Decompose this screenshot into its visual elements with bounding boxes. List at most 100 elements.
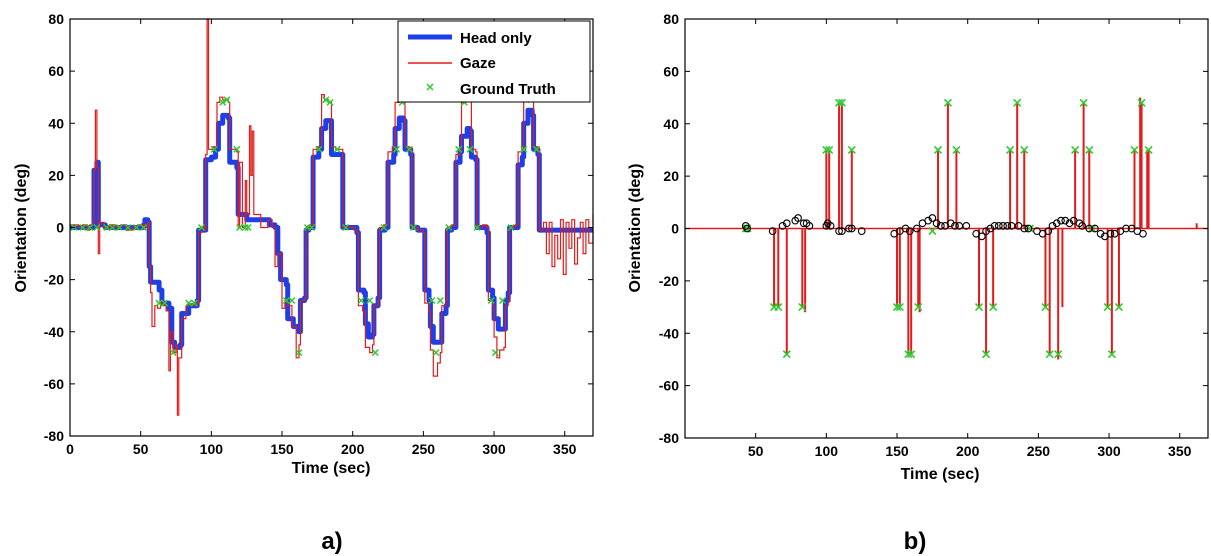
- circle-marker: [936, 222, 945, 230]
- circle-marker: [986, 224, 995, 233]
- ground-truth-marker: [197, 223, 205, 232]
- x-marker-stroke: [907, 350, 916, 359]
- x-marker: [798, 302, 807, 312]
- ground-truth-marker: [326, 98, 334, 106]
- y-tick-label: 40: [663, 116, 679, 132]
- x-marker: [1103, 302, 1112, 312]
- x-marker-stroke: [933, 145, 943, 155]
- y-tick-label: 80: [48, 11, 64, 27]
- ground-truth-marker-stroke: [241, 223, 249, 232]
- legend-label-ground-truth: Ground Truth: [460, 81, 556, 98]
- ground-truth-marker: [190, 299, 198, 307]
- x-marker-stroke: [1137, 98, 1146, 107]
- y-tick-label: 40: [48, 115, 64, 131]
- circle-marker: [1057, 216, 1065, 225]
- x-marker-stroke: [895, 302, 904, 312]
- y-tick-label: 60: [48, 63, 64, 79]
- circle-marker: [946, 219, 955, 228]
- ground-truth-marker: [532, 145, 540, 153]
- ground-truth-marker: [288, 296, 296, 305]
- x-tick-label: 300: [482, 441, 506, 457]
- x-marker: [907, 350, 916, 359]
- circle-marker: [1052, 219, 1061, 228]
- x-marker: [835, 98, 844, 107]
- x-tick-label: 250: [412, 441, 436, 457]
- x-marker-stroke: [774, 302, 783, 312]
- circle-marker: [994, 222, 1003, 230]
- x-marker-stroke: [1041, 302, 1050, 312]
- ground-truth-marker-stroke: [124, 223, 132, 232]
- panel-a-tick-layer: -80 -60 -40 -20 0 20 40 60 80 0 50 100 150 200 250 300 3…: [44, 11, 593, 457]
- ground-truth-marker-stroke: [455, 145, 463, 153]
- x-marker: [741, 224, 750, 233]
- x-marker: [904, 350, 913, 359]
- x-marker-stroke: [825, 145, 834, 155]
- circle-marker: [962, 222, 971, 230]
- x-marker: [914, 302, 923, 312]
- x-marker-stroke: [1144, 145, 1153, 155]
- x-marker: [1085, 145, 1094, 155]
- x-marker-stroke: [798, 302, 807, 312]
- ground-truth-marker: [108, 223, 116, 232]
- x-marker-stroke: [1025, 224, 1034, 233]
- panel-a-y-axis-label: Orientation (deg): [13, 164, 30, 293]
- x-marker: [982, 350, 991, 359]
- ground-truth-marker-stroke: [139, 223, 148, 232]
- ground-truth-marker-stroke: [520, 145, 528, 153]
- ground-truth-marker: [295, 349, 303, 357]
- x-marker: [943, 98, 952, 107]
- x-marker-stroke: [982, 350, 991, 359]
- x-tick-label: 350: [1168, 443, 1192, 459]
- ground-truth-marker: [103, 223, 111, 232]
- x-marker-stroke: [1130, 145, 1139, 155]
- ground-truth-marker: [241, 223, 249, 232]
- x-marker-stroke: [928, 227, 937, 236]
- circle-marker: [1122, 224, 1130, 233]
- panel-a-x-axis-label: Time (sec): [292, 460, 371, 477]
- x-tick-label: 250: [1027, 443, 1051, 459]
- ground-truth-marker-stroke: [223, 96, 231, 104]
- ground-truth-marker: [169, 349, 177, 357]
- ground-truth-marker: [223, 96, 231, 104]
- x-marker-stroke: [892, 302, 902, 312]
- circle-marker: [982, 227, 990, 235]
- ground-truth-marker-stroke: [103, 223, 111, 232]
- ground-truth-marker: [115, 223, 124, 232]
- circle-marker: [1020, 224, 1029, 233]
- x-tick-label: 200: [341, 441, 365, 457]
- x-marker: [782, 350, 791, 359]
- x-marker-stroke: [1020, 145, 1029, 155]
- ground-truth-marker-stroke: [409, 223, 418, 232]
- x-marker: [952, 145, 961, 155]
- ground-truth-marker-stroke: [499, 296, 507, 305]
- ground-truth-marker: [432, 349, 440, 357]
- ground-truth-marker-stroke: [185, 299, 193, 307]
- ground-truth-marker: [233, 145, 241, 153]
- ground-truth-marker-stroke: [233, 145, 241, 153]
- circle-marker: [901, 224, 910, 233]
- panel-b-tick-layer: -80 -60 -40 -20 0 20 40 60 80 50 100 150 200 250 300 35…: [659, 11, 1208, 459]
- ground-truth-marker-stroke: [405, 145, 413, 153]
- ground-truth-marker: [520, 145, 528, 153]
- x-marker: [1013, 98, 1022, 107]
- x-marker-stroke: [1085, 145, 1094, 155]
- y-tick-label: -40: [44, 324, 64, 340]
- x-marker-stroke: [1071, 145, 1080, 155]
- x-marker: [928, 227, 937, 236]
- ground-truth-marker-stroke: [132, 223, 140, 232]
- x-marker-stroke: [847, 145, 856, 155]
- circle-marker: [977, 232, 986, 241]
- x-marker-stroke: [835, 98, 844, 107]
- ground-truth-marker-stroke: [190, 299, 198, 307]
- ground-truth-marker: [366, 296, 374, 305]
- circle-marker: [932, 219, 941, 228]
- x-marker: [1020, 145, 1029, 155]
- ground-truth-marker: [210, 145, 218, 153]
- ground-truth-marker: [380, 223, 388, 232]
- ground-truth-marker: [219, 98, 227, 106]
- x-marker-stroke: [914, 302, 923, 312]
- circle-marker: [782, 219, 791, 228]
- ground-truth-marker: [155, 299, 163, 307]
- ground-truth-marker-stroke: [473, 223, 481, 232]
- ground-truth-marker: [282, 296, 290, 305]
